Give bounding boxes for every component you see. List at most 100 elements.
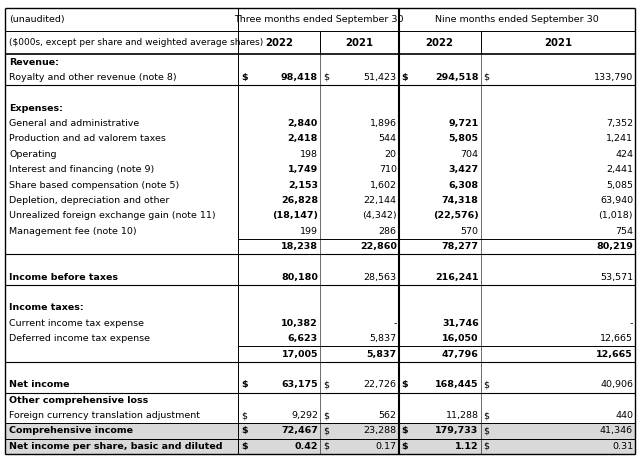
Text: $: $	[241, 442, 248, 451]
Text: 1,749: 1,749	[288, 165, 318, 174]
Text: 16,050: 16,050	[442, 334, 479, 343]
Text: 7,352: 7,352	[606, 119, 633, 128]
Text: Unrealized foreign exchange gain (note 11): Unrealized foreign exchange gain (note 1…	[9, 211, 216, 220]
Text: 9,292: 9,292	[291, 411, 318, 420]
Text: (unaudited): (unaudited)	[9, 15, 65, 24]
Text: 562: 562	[379, 411, 397, 420]
Text: 72,467: 72,467	[281, 426, 318, 436]
Text: 23,288: 23,288	[364, 426, 397, 436]
Text: 424: 424	[615, 150, 633, 159]
Text: 2022: 2022	[265, 38, 293, 48]
Text: 133,790: 133,790	[594, 73, 633, 82]
Text: (18,147): (18,147)	[272, 211, 318, 220]
Text: $: $	[323, 426, 329, 436]
Text: $: $	[323, 442, 329, 451]
Text: 710: 710	[379, 165, 397, 174]
Text: Share based compensation (note 5): Share based compensation (note 5)	[9, 180, 179, 190]
Text: $: $	[484, 426, 490, 436]
Text: 53,571: 53,571	[600, 273, 633, 282]
Text: 1.12: 1.12	[455, 442, 479, 451]
Text: 31,746: 31,746	[442, 319, 479, 328]
Text: 98,418: 98,418	[281, 73, 318, 82]
Text: 2,153: 2,153	[288, 180, 318, 190]
Text: $: $	[241, 381, 248, 389]
Text: 74,318: 74,318	[442, 196, 479, 205]
Text: 3,427: 3,427	[449, 165, 479, 174]
Text: 2,418: 2,418	[287, 134, 318, 143]
Text: 1,602: 1,602	[370, 180, 397, 190]
Text: 63,175: 63,175	[282, 381, 318, 389]
Text: ($000s, except per share and weighted average shares): ($000s, except per share and weighted av…	[9, 38, 263, 47]
Text: 22,860: 22,860	[360, 242, 397, 251]
Text: Comprehensive income: Comprehensive income	[9, 426, 133, 436]
Text: Three months ended September 30: Three months ended September 30	[234, 15, 403, 24]
Text: $: $	[241, 411, 247, 420]
Text: 47,796: 47,796	[442, 350, 479, 358]
Text: 40,906: 40,906	[600, 381, 633, 389]
Text: 216,241: 216,241	[435, 273, 479, 282]
Text: $: $	[323, 73, 329, 82]
Text: 168,445: 168,445	[435, 381, 479, 389]
Text: -: -	[630, 319, 633, 328]
Text: $: $	[241, 73, 248, 82]
Text: $: $	[402, 73, 408, 82]
Text: Other comprehensive loss: Other comprehensive loss	[9, 396, 148, 405]
Text: 63,940: 63,940	[600, 196, 633, 205]
Text: 2,441: 2,441	[606, 165, 633, 174]
Text: 6,308: 6,308	[449, 180, 479, 190]
Text: $: $	[402, 442, 408, 451]
Text: 41,346: 41,346	[600, 426, 633, 436]
Text: $: $	[402, 426, 408, 436]
Text: 199: 199	[300, 227, 318, 235]
Text: 22,144: 22,144	[364, 196, 397, 205]
Text: Royalty and other revenue (note 8): Royalty and other revenue (note 8)	[9, 73, 177, 82]
Text: 0.17: 0.17	[376, 442, 397, 451]
Text: 9,721: 9,721	[449, 119, 479, 128]
Text: $: $	[484, 442, 490, 451]
Text: $: $	[484, 411, 490, 420]
Text: (4,342): (4,342)	[362, 211, 397, 220]
Text: $: $	[323, 381, 329, 389]
Text: Production and ad valorem taxes: Production and ad valorem taxes	[9, 134, 166, 143]
Text: Operating: Operating	[9, 150, 56, 159]
Text: 11,288: 11,288	[445, 411, 479, 420]
Text: 440: 440	[615, 411, 633, 420]
Text: Deferred income tax expense: Deferred income tax expense	[9, 334, 150, 343]
Text: 51,423: 51,423	[364, 73, 397, 82]
Text: 704: 704	[461, 150, 479, 159]
Text: 286: 286	[379, 227, 397, 235]
Text: Interest and financing (note 9): Interest and financing (note 9)	[9, 165, 154, 174]
Text: $: $	[241, 426, 248, 436]
Text: 20: 20	[385, 150, 397, 159]
Text: $: $	[484, 73, 490, 82]
Text: 6,623: 6,623	[288, 334, 318, 343]
Text: 0.42: 0.42	[294, 442, 318, 451]
Text: Nine months ended September 30: Nine months ended September 30	[435, 15, 599, 24]
Text: General and administrative: General and administrative	[9, 119, 140, 128]
Text: 12,665: 12,665	[600, 334, 633, 343]
Text: Revenue:: Revenue:	[9, 57, 59, 67]
Text: Current income tax expense: Current income tax expense	[9, 319, 144, 328]
Text: 2021: 2021	[346, 38, 373, 48]
Text: 294,518: 294,518	[435, 73, 479, 82]
Text: 544: 544	[379, 134, 397, 143]
Bar	[5, 439, 635, 454]
Text: Foreign currency translation adjustment: Foreign currency translation adjustment	[9, 411, 200, 420]
Text: $: $	[484, 381, 490, 389]
Text: Expenses:: Expenses:	[9, 104, 63, 112]
Bar	[5, 423, 635, 439]
Text: 26,828: 26,828	[281, 196, 318, 205]
Text: 18,238: 18,238	[281, 242, 318, 251]
Text: 179,733: 179,733	[435, 426, 479, 436]
Text: 570: 570	[461, 227, 479, 235]
Text: 22,726: 22,726	[364, 381, 397, 389]
Text: Income before taxes: Income before taxes	[9, 273, 118, 282]
Text: 1,241: 1,241	[606, 134, 633, 143]
Text: 754: 754	[615, 227, 633, 235]
Text: 17,005: 17,005	[282, 350, 318, 358]
Text: 80,180: 80,180	[281, 273, 318, 282]
Text: 1,896: 1,896	[370, 119, 397, 128]
Text: 5,805: 5,805	[449, 134, 479, 143]
Text: Income taxes:: Income taxes:	[9, 303, 84, 313]
Text: 198: 198	[300, 150, 318, 159]
